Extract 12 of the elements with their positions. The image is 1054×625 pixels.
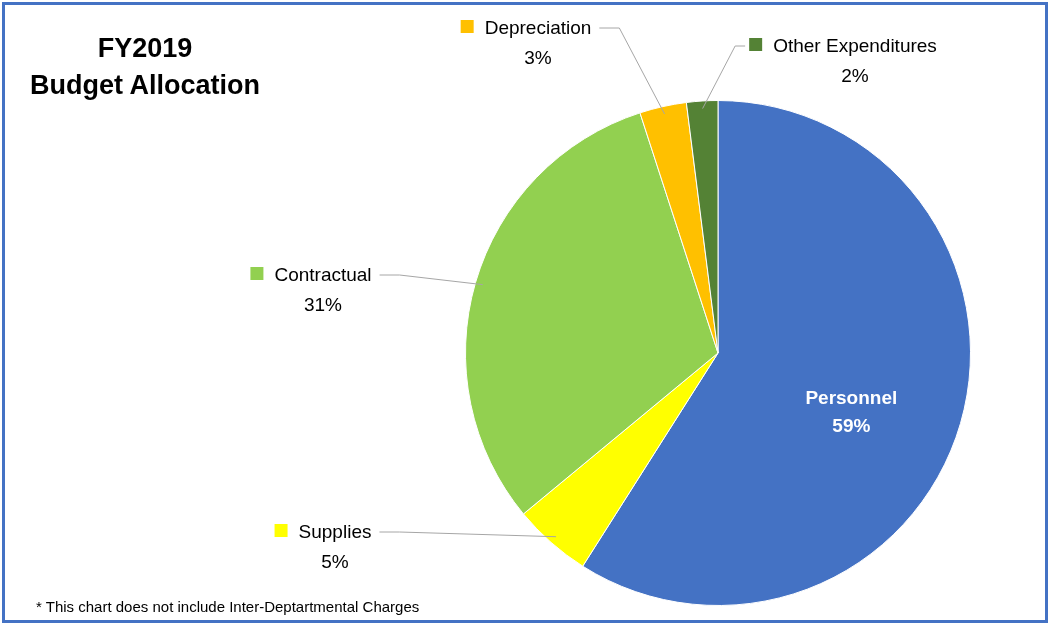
slice-label: Personnel [805, 386, 898, 408]
legend-label: Contractual [274, 264, 372, 285]
text: * This chart does not include Inter-Deptartmental Charges [36, 598, 420, 615]
legend-label: Other Expenditures [773, 35, 937, 56]
data-label: 2% [841, 65, 869, 86]
data-label: 31% [303, 294, 343, 315]
legend-label: Depreciation [484, 17, 592, 38]
data-label: 59% [832, 414, 871, 436]
text: FY2019 Budget Allocation [29, 32, 261, 102]
legend-label: Supplies [298, 521, 372, 542]
data-label: 5% [321, 551, 349, 572]
data-label: 3% [524, 47, 552, 68]
